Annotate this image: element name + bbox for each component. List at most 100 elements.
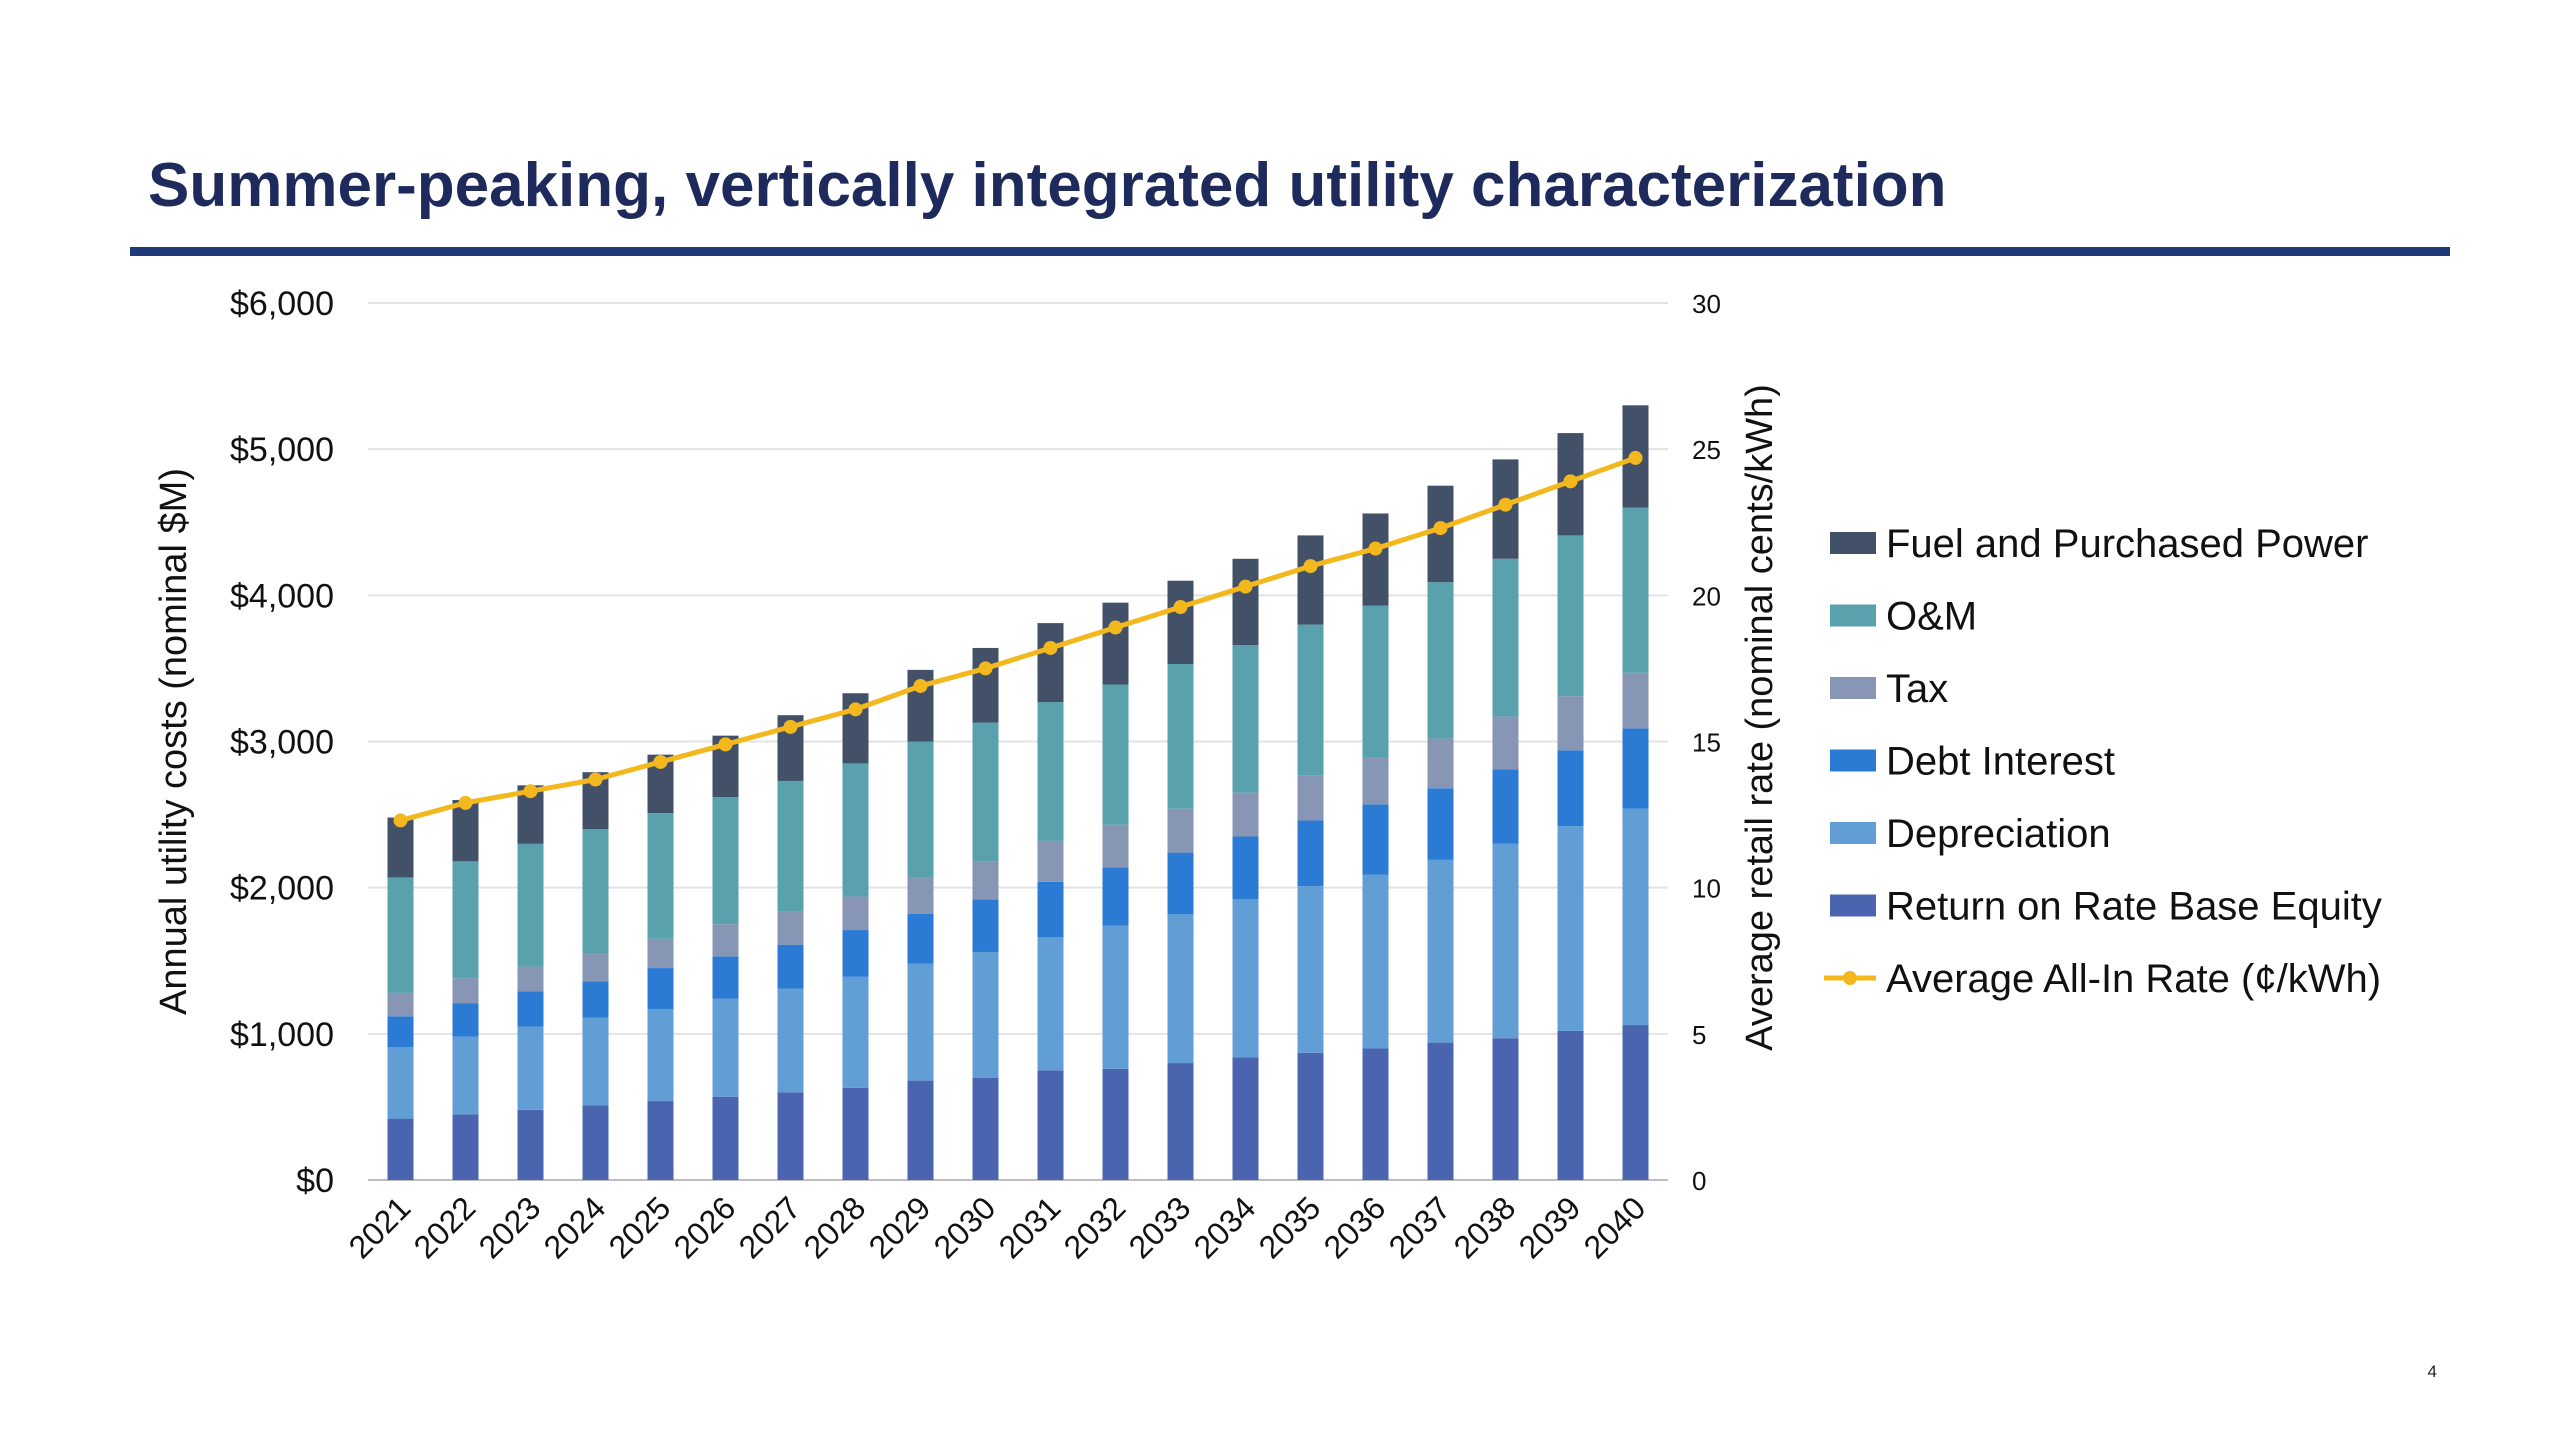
bar-segment [582,953,609,982]
bar-segment [1427,859,1454,1043]
bar-segment [972,861,999,900]
bar-segment [972,951,999,1078]
bar-segment [1297,775,1324,821]
x-tick-label: 2024 [537,1189,613,1265]
x-tick-label: 2038 [1447,1189,1523,1265]
legend-line-marker [1843,971,1857,985]
legend-label: Debt Interest [1886,740,2115,784]
bar-segment [842,763,869,897]
rate-point [1563,474,1578,489]
bar-segment [1037,840,1064,882]
rate-point [783,719,798,734]
x-tick-label: 2037 [1382,1189,1458,1265]
y-tick-label: $1,000 [230,1016,334,1054]
bar-segment [1297,886,1324,1053]
bar-segment [1167,580,1194,665]
page-number: 4 [2427,1362,2437,1381]
rate-point [1173,600,1188,615]
bar-segment [1362,757,1389,805]
bar-segment [1037,1070,1064,1180]
bar-segment [647,1101,674,1180]
x-tick-label: 2040 [1577,1189,1653,1265]
x-tick-label: 2021 [342,1189,418,1265]
bar-segment [777,911,804,945]
legend-swatch [1830,532,1876,554]
bar-segment [712,1096,739,1180]
bar-segment [1102,602,1129,685]
legend-label: O&M [1886,595,1977,639]
rate-point [913,678,928,693]
bar-segment [647,938,674,969]
bar-segment [1557,535,1584,697]
y2-tick-label: 10 [1692,874,1721,904]
y-tick-label: $6,000 [230,285,334,323]
y2-tick-label: 20 [1692,581,1721,611]
bar-segment [1102,684,1129,825]
bar-segment [517,843,544,967]
bar-segment [387,992,414,1017]
rate-point [978,661,993,676]
bar-segment [582,1017,609,1106]
bar-segment [1037,623,1064,703]
rate-line-path [399,455,1637,823]
bar-segment [517,966,544,992]
bar-segment [1297,1052,1324,1180]
bar-segment [1427,582,1454,739]
bar-segment [777,944,804,989]
x-tick-label: 2035 [1252,1189,1328,1265]
y2-tick-label: 30 [1692,289,1721,319]
rate-point [458,795,473,810]
x-tick-label: 2034 [1187,1189,1263,1265]
bar-segment [1427,1042,1454,1180]
y-tick-label: $0 [296,1162,334,1200]
bar-segment [1167,664,1194,809]
bar-segment [1037,881,1064,938]
legend-label: Fuel and Purchased Power [1886,522,2369,566]
bar-segment [842,896,869,931]
bar-segment [1362,513,1389,606]
y2-axis-title: Average retail rate (nominal cents/kWh) [1739,384,1781,1051]
rate-point [1368,541,1383,556]
bar-segment [452,861,479,979]
bar-segment [972,647,999,723]
bar-segment [1622,1025,1649,1180]
x-tick-label: 2032 [1057,1189,1133,1265]
bar-segment [1102,824,1129,868]
rate-point [718,737,733,752]
y2-tick-label: 15 [1692,728,1721,758]
legend-swatch [1830,822,1876,844]
bar-segment [1297,535,1324,625]
rate-point [1498,497,1513,512]
bar-segment [777,1092,804,1180]
y2-tick-label: 0 [1692,1166,1706,1196]
bar-segment [647,968,674,1009]
bar-segment [1492,558,1519,717]
bar-segment [777,988,804,1093]
rate-point [393,813,408,828]
legend-label: Depreciation [1886,812,2111,856]
legend-swatch [1830,677,1876,699]
bar-segment [842,1087,869,1180]
bar-segment [517,991,544,1027]
bar-segment [582,829,609,954]
bar-segment [907,1080,934,1180]
bar-segment [1167,808,1194,853]
x-tick-label: 2022 [407,1189,483,1265]
bar-segment [1232,792,1259,837]
x-tick-label: 2039 [1512,1189,1588,1265]
bar-segment [452,799,479,862]
bar-segment [1557,1030,1584,1180]
legend-swatch [1830,749,1876,772]
bar-segment [1102,1068,1129,1180]
bar-segment [842,976,869,1088]
bar-segment [647,1008,674,1102]
bar-segment [1622,672,1649,729]
bar-segment [907,963,934,1081]
bar-segment [1622,808,1649,1026]
bar-segment [387,817,414,878]
rate-line [393,450,1643,828]
legend-label: Average All-In Rate (¢/kWh) [1886,957,2381,1001]
legend-label: Tax [1886,667,1948,711]
bar-segment [1297,624,1324,776]
